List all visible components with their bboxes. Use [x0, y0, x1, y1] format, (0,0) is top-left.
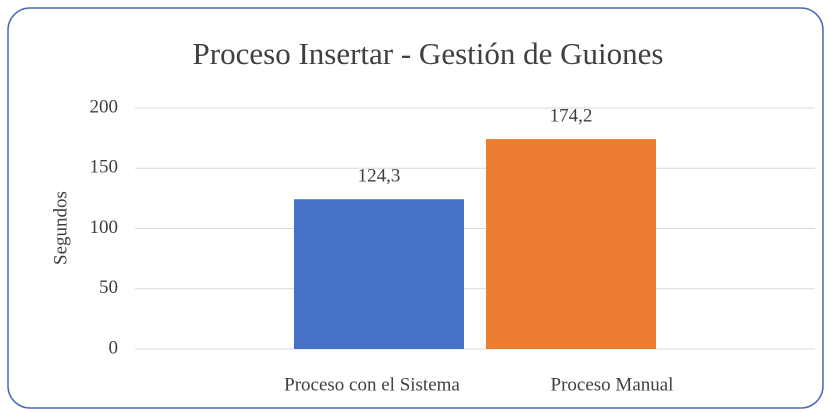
legend-entry: Proceso con el Sistema: [284, 374, 460, 395]
bar: [294, 199, 464, 349]
y-tick-label: 100: [90, 217, 119, 238]
y-tick-label: 150: [90, 157, 119, 178]
data-label: 124,3: [358, 166, 401, 187]
data-label: 174,2: [550, 105, 593, 126]
bar: [486, 139, 656, 349]
legend-entry: Proceso Manual: [551, 374, 674, 395]
y-axis-label: Segundos: [50, 191, 71, 265]
chart-title: Proceso Insertar - Gestión de Guiones: [193, 36, 664, 71]
y-tick-label: 200: [90, 96, 119, 117]
y-tick-label: 50: [99, 277, 118, 298]
y-tick-label: 0: [109, 337, 119, 358]
